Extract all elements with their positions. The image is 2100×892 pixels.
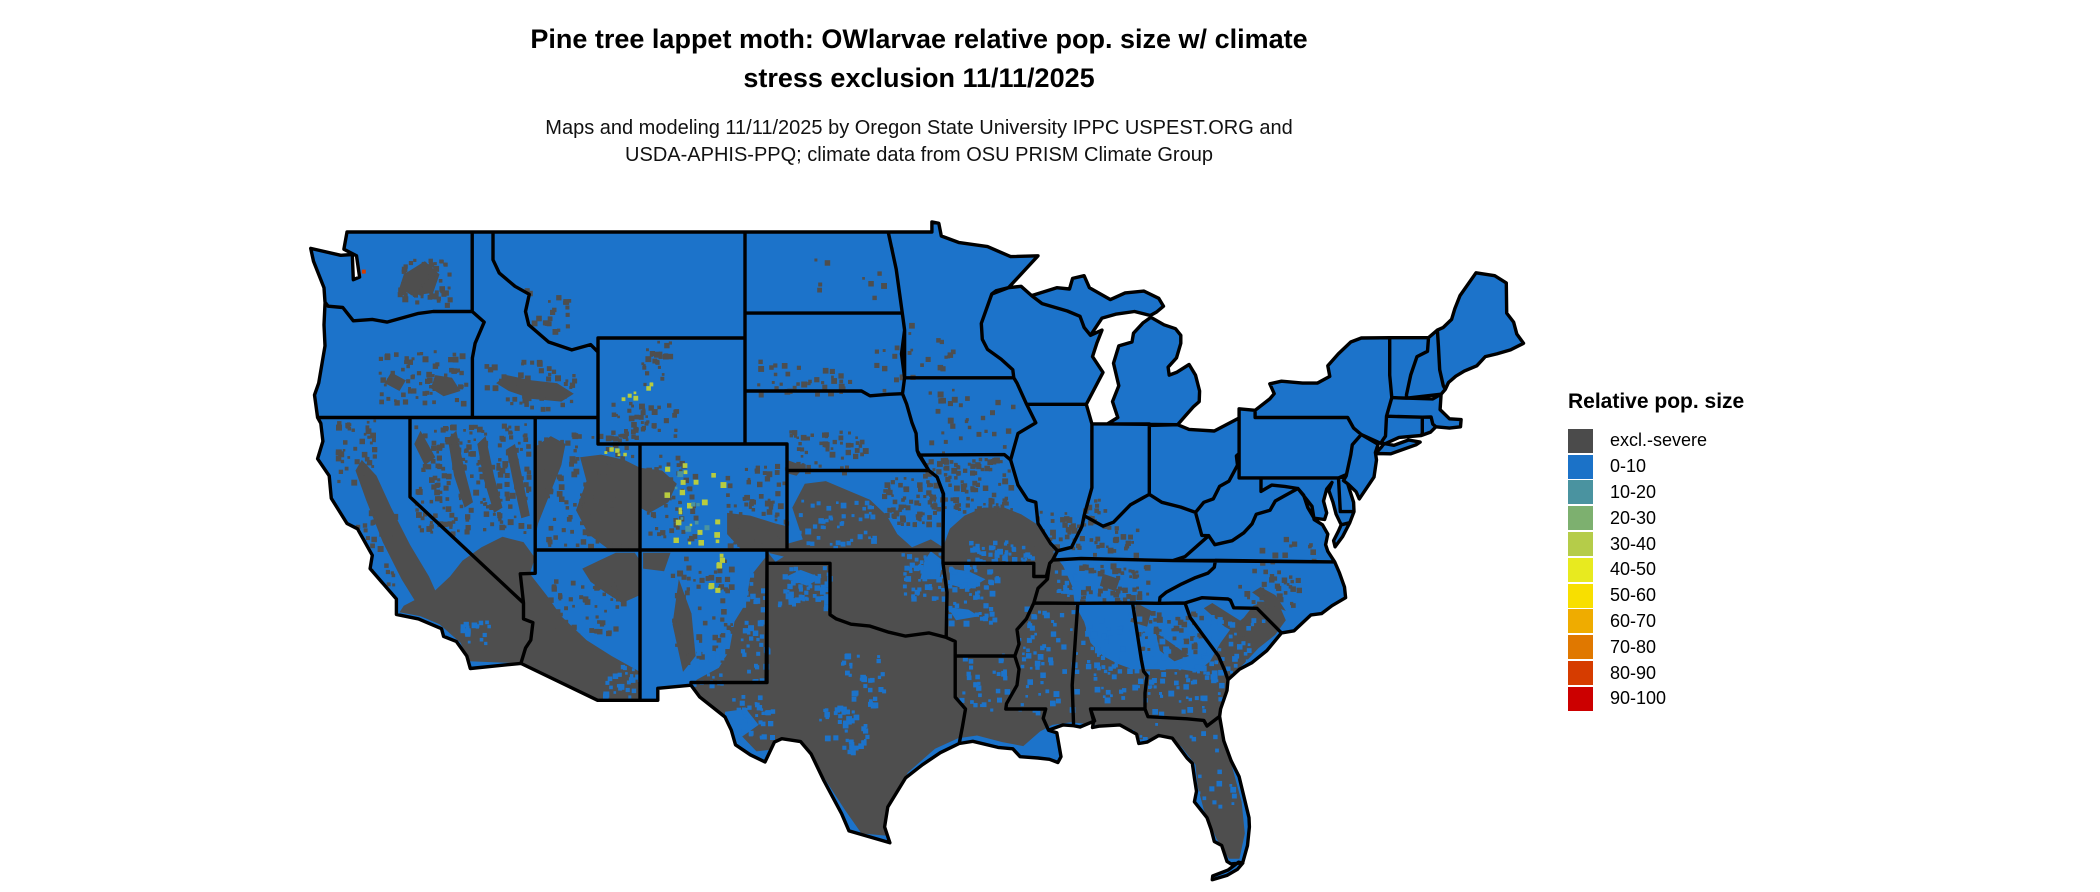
legend-item: 30-40: [1568, 531, 1744, 557]
legend-swatch-icon: [1568, 635, 1593, 660]
legend-swatch-icon: [1568, 557, 1593, 582]
state-borders: [309, 220, 1526, 882]
legend-item: 70-80: [1568, 634, 1744, 660]
legend-item-label: excl.-severe: [1610, 430, 1708, 451]
legend-swatch-icon: [1568, 661, 1593, 686]
legend-item: 80-90: [1568, 660, 1744, 686]
legend-swatch-icon: [1568, 686, 1593, 711]
exclusion-overlay: [335, 247, 1317, 859]
legend-item-label: 80-90: [1610, 662, 1657, 683]
legend-item: 0-10: [1568, 454, 1744, 480]
subtitle-line1: Maps and modeling 11/11/2025 by Oregon S…: [545, 117, 1293, 139]
map-legend: Relative pop. size excl.-severe 0-10 10-20…: [1568, 390, 1744, 712]
legend-item: 60-70: [1568, 609, 1744, 635]
legend-swatch-icon: [1568, 428, 1593, 453]
legend-item: 90-100: [1568, 686, 1744, 712]
figure-header: Pine tree lappet moth: OWlarvae relative…: [219, 20, 1619, 169]
legend-item-label: 30-40: [1610, 533, 1657, 554]
legend-item: 50-60: [1568, 583, 1744, 609]
legend-item: 20-30: [1568, 505, 1744, 531]
page-title-line2: stress exclusion 11/11/2025: [743, 63, 1095, 93]
legend-swatch-icon: [1568, 583, 1593, 608]
legend-swatch-icon: [1568, 532, 1593, 557]
legend-item-label: 90-100: [1610, 688, 1667, 709]
legend-swatch-icon: [1568, 454, 1593, 479]
legend-swatch-icon: [1568, 480, 1593, 505]
legend-rows: excl.-severe 0-10 10-20 20-30 30-40 40-50 50-6…: [1568, 428, 1744, 712]
hotspot-dot: [361, 269, 366, 274]
legend-item-label: 70-80: [1610, 636, 1657, 657]
legend-title: Relative pop. size: [1568, 390, 1745, 413]
legend-item-label: 60-70: [1610, 610, 1657, 631]
subtitle-line2: USDA-APHIS-PPQ; climate data from OSU PR…: [625, 144, 1213, 166]
legend-item-label: 50-60: [1610, 585, 1657, 606]
legend-item-label: 10-20: [1610, 481, 1657, 502]
legend-item-label: 20-30: [1610, 507, 1657, 528]
legend-swatch-icon: [1568, 506, 1593, 531]
legend-item-label: 40-50: [1610, 559, 1657, 580]
legend-swatch-icon: [1568, 609, 1593, 634]
legend-item-label: 0-10: [1610, 456, 1647, 477]
page-title-line1: Pine tree lappet moth: OWlarvae relative…: [530, 24, 1308, 54]
raster-speckles: [335, 247, 1317, 810]
legend-item: excl.-severe: [1568, 428, 1744, 454]
legend-item: 40-50: [1568, 557, 1744, 583]
figure-subtitle: Maps and modeling 11/11/2025 by Oregon S…: [219, 115, 1619, 169]
legend-item: 10-20: [1568, 480, 1744, 506]
